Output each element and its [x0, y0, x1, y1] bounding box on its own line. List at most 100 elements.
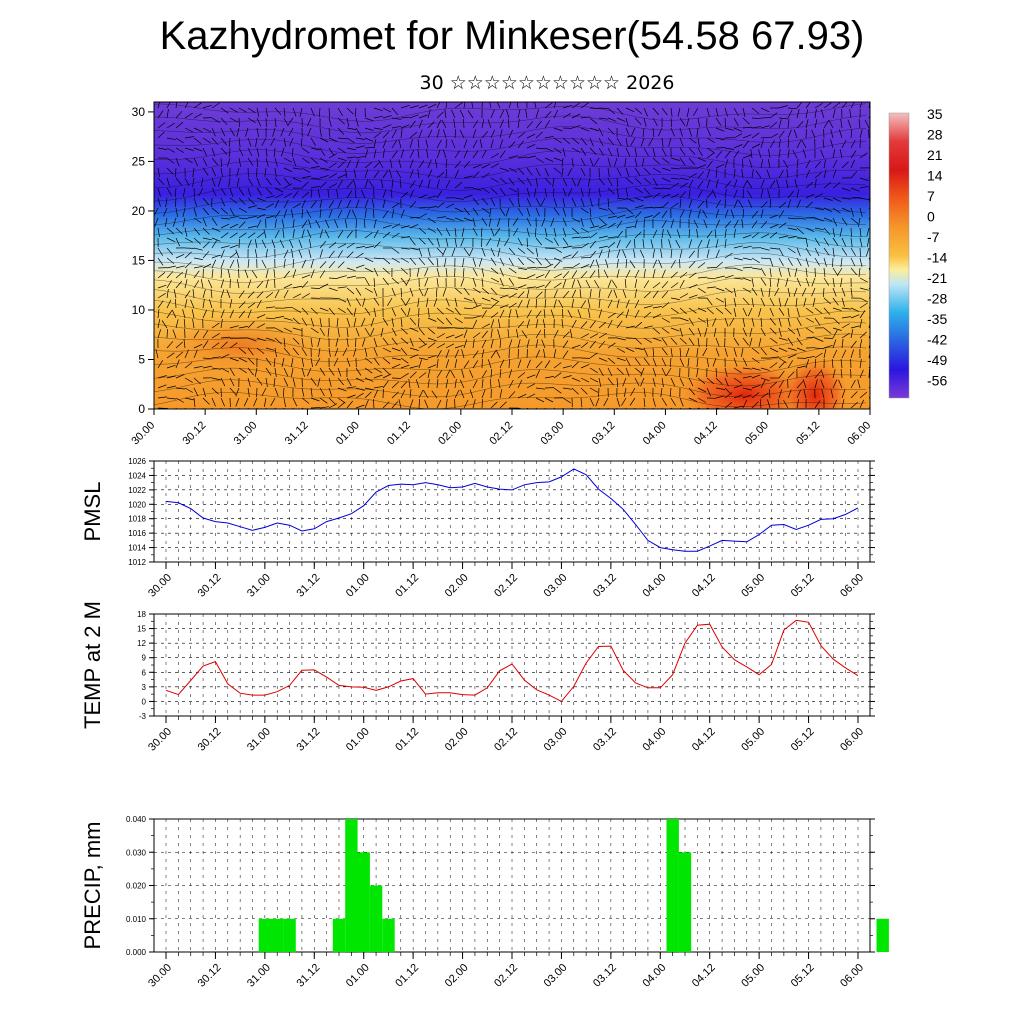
wind-barb: [729, 317, 735, 326]
wind-barb: [265, 357, 272, 366]
wind-barb: [346, 317, 351, 327]
wind-barb: [327, 327, 330, 337]
wind-barb: [436, 277, 439, 287]
wind-barb: [264, 167, 267, 177]
wind-barb: [670, 157, 680, 161]
wind-barb: [445, 297, 450, 307]
wind-barb: [307, 367, 312, 377]
wind-barb: [526, 143, 536, 149]
wind-barb: [812, 297, 816, 307]
wind-barb: [778, 105, 788, 109]
wind-barb: [562, 137, 571, 145]
wind-barb: [769, 247, 779, 250]
wind-barb: [427, 342, 436, 349]
wind-barb: [202, 241, 210, 249]
wind-barb: [543, 349, 546, 359]
wind-barb: [301, 229, 305, 239]
wind-barb: [805, 181, 814, 189]
wind-barb: [562, 147, 566, 157]
wind-barb: [679, 182, 688, 189]
wind-barb: [220, 147, 228, 155]
wind-barb: [310, 377, 317, 386]
wind-barb: [472, 379, 478, 389]
wind-barb: [454, 359, 458, 369]
wind-barb: [382, 267, 390, 275]
colorbar-label: -35: [927, 311, 947, 327]
wind-barb: [841, 237, 847, 247]
wind-barb: [598, 107, 609, 109]
wind-barb: [227, 157, 231, 167]
isotherm-line: [154, 137, 867, 156]
wind-barb: [472, 120, 479, 129]
wind-barb: [427, 364, 437, 369]
wind-barb: [724, 150, 731, 159]
wind-barb: [427, 307, 430, 317]
wind-barb: [544, 237, 553, 243]
wind-barb: [220, 217, 230, 220]
wind-barb: [535, 197, 541, 207]
wind-barb: [154, 217, 159, 227]
wind-barb: [211, 137, 219, 145]
wind-barb: [670, 182, 679, 189]
x-tick-label: 05.12: [789, 572, 817, 600]
wind-barb: [472, 297, 478, 307]
wind-barb: [400, 149, 405, 159]
wind-barb: [787, 199, 792, 209]
wind-barb: [594, 280, 600, 289]
colorbar-label: -21: [927, 270, 947, 286]
wind-barb: [499, 401, 507, 409]
wind-barb: [229, 367, 235, 376]
wind-barb: [157, 227, 160, 237]
wind-barb: [166, 265, 176, 269]
wind-barb: [238, 147, 244, 157]
wind-barb: [751, 117, 762, 120]
wind-barb: [801, 287, 807, 297]
wind-barb: [796, 189, 800, 199]
wind-barb: [211, 309, 214, 319]
wind-barb: [490, 257, 497, 266]
wind-barb: [658, 259, 663, 269]
wind-barb: [328, 162, 337, 169]
wind-barb: [760, 125, 770, 129]
wind-barb: [634, 219, 638, 229]
wind-barb: [306, 210, 312, 219]
wind-barb: [261, 259, 267, 269]
wind-barb: [193, 330, 200, 339]
wind-barb: [319, 127, 322, 137]
wind-barb: [661, 290, 669, 299]
wind-barb: [391, 381, 399, 389]
wind-barb: [535, 266, 546, 269]
wind-barb: [661, 269, 666, 279]
wind-barb: [409, 399, 414, 409]
wind-barb: [161, 320, 168, 329]
wind-barb: [832, 277, 835, 287]
wind-barb: [643, 397, 646, 408]
series-line: [165, 468, 859, 552]
wind-barb: [391, 209, 395, 219]
wind-barb: [526, 155, 536, 159]
wind-barb: [454, 317, 463, 324]
y-tick-label: 12: [137, 639, 146, 648]
wind-barb: [481, 187, 490, 194]
wind-barb: [256, 323, 266, 329]
wind-barb: [697, 117, 701, 127]
wind-barb: [688, 179, 694, 189]
wind-barb: [778, 149, 781, 159]
wind-barb: [292, 377, 296, 387]
wind-barb: [364, 245, 374, 249]
wind-barb: [859, 177, 869, 181]
wind-barb: [373, 229, 379, 239]
wind-barb: [256, 117, 262, 127]
wind-barb: [526, 359, 531, 369]
wind-barb: [202, 137, 211, 144]
wind-barb: [400, 327, 408, 335]
wind-barb: [229, 137, 231, 148]
wind-barb: [481, 349, 485, 359]
wind-barb: [634, 211, 642, 219]
wind-barb: [157, 167, 161, 177]
wind-barb: [550, 309, 555, 319]
wind-barb: [364, 161, 373, 169]
wind-barb: [859, 297, 869, 303]
wind-barb: [499, 177, 508, 185]
wind-barb: [642, 127, 645, 137]
